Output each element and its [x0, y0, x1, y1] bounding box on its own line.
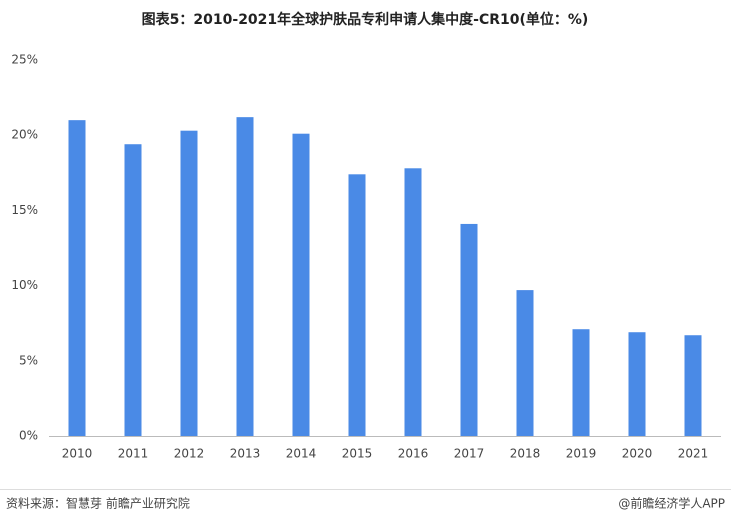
y-tick-label: 25% — [11, 53, 38, 67]
y-tick-label: 15% — [11, 203, 38, 217]
bar — [348, 174, 366, 436]
y-tick-label: 5% — [19, 353, 38, 367]
bar — [124, 144, 142, 436]
bar — [180, 130, 198, 437]
y-tick-label: 10% — [11, 278, 38, 292]
bar — [628, 332, 646, 436]
x-tick-label: 2016 — [398, 447, 429, 461]
x-tick-label: 2020 — [622, 447, 653, 461]
x-tick-label: 2012 — [174, 447, 205, 461]
x-tick-label: 2018 — [510, 447, 541, 461]
bar — [516, 290, 534, 436]
x-tick-label: 2011 — [118, 447, 149, 461]
bar — [292, 133, 310, 437]
y-tick-label: 20% — [11, 128, 38, 142]
x-tick-label: 2015 — [342, 447, 373, 461]
bar — [460, 223, 478, 436]
bar — [68, 120, 86, 436]
bar — [572, 329, 590, 436]
bar — [684, 335, 702, 436]
x-tick-label: 2021 — [678, 447, 709, 461]
source: 资料来源：智慧芽 前瞻产业研究院 — [6, 496, 190, 511]
bar — [404, 168, 422, 436]
credit: @前瞻经济学人APP — [618, 496, 725, 511]
y-tick-label: 0% — [19, 429, 38, 443]
chart-title: 图表5：2010-2021年全球护肤品专利申请人集中度-CR10(单位：%) — [142, 11, 589, 28]
bar — [236, 117, 254, 436]
x-tick-label: 2017 — [454, 447, 485, 461]
x-tick-label: 2013 — [230, 447, 261, 461]
x-tick-label: 2019 — [566, 447, 597, 461]
x-tick-label: 2010 — [62, 447, 93, 461]
x-tick-label: 2014 — [286, 447, 317, 461]
